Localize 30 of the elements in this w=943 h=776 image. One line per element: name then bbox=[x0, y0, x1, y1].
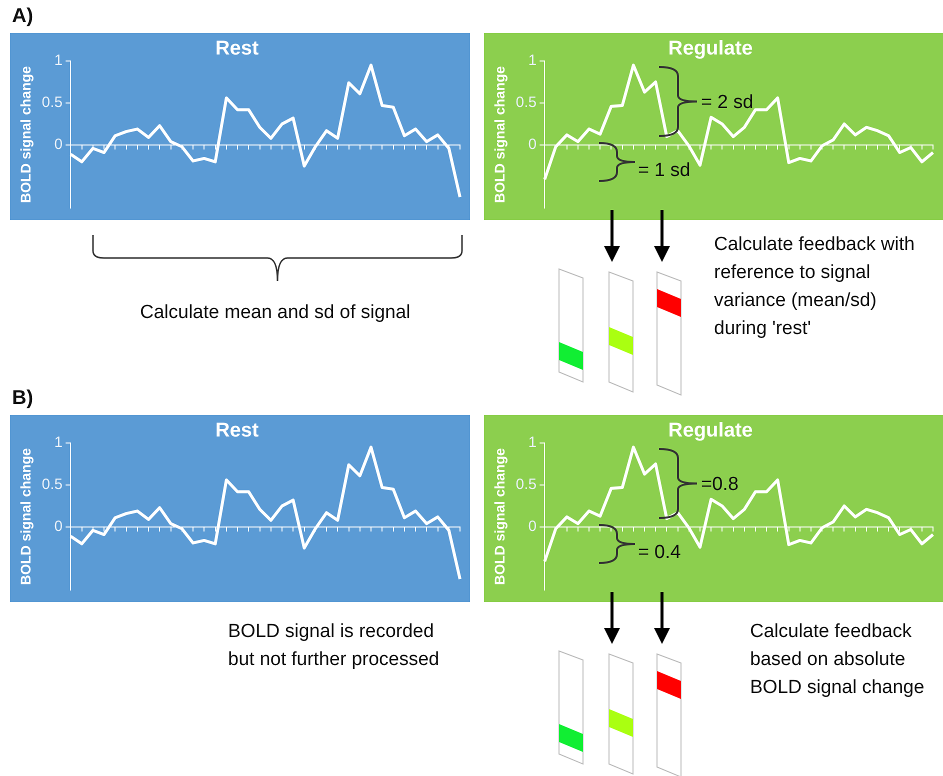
y-tick-label: 0 bbox=[528, 518, 537, 536]
text: B) bbox=[12, 386, 34, 411]
annotation: = 1 sd bbox=[638, 159, 690, 183]
annotation: =0.8 bbox=[701, 473, 739, 497]
y-axis-title: BOLD signal change bbox=[491, 66, 508, 203]
text: Calculate feedback based on absolute BOLD signal change bbox=[750, 620, 926, 700]
y-tick-label: 1 bbox=[528, 52, 537, 70]
annotation: = 2 sd bbox=[701, 91, 754, 115]
chart-title: Rest bbox=[215, 38, 260, 60]
y-tick-label: 0.5 bbox=[516, 476, 537, 494]
y-axis-title: BOLD signal change bbox=[17, 448, 34, 585]
text: A) bbox=[12, 4, 34, 29]
y-tick-label: 0 bbox=[528, 136, 537, 154]
y-axis-title: BOLD signal change bbox=[17, 66, 34, 203]
chart-title: Rest bbox=[215, 420, 260, 442]
y-tick-label: 0.5 bbox=[42, 94, 63, 112]
text: BOLD signal is recorded but not further processed bbox=[228, 620, 440, 672]
annotation: = 0.4 bbox=[638, 541, 681, 565]
y-axis-title: BOLD signal change bbox=[491, 448, 508, 585]
chart-title: Regulate bbox=[668, 38, 753, 60]
y-tick-label: 0.5 bbox=[516, 94, 537, 112]
chart-title: Regulate bbox=[668, 420, 753, 442]
y-tick-label: 1 bbox=[54, 52, 63, 70]
y-tick-label: 1 bbox=[528, 434, 537, 452]
y-tick-label: 1 bbox=[54, 434, 63, 452]
text: Calculate feedback with reference to signal variance (mean/sd) during 'rest' bbox=[714, 233, 916, 341]
y-tick-label: 0 bbox=[54, 518, 63, 536]
y-tick-label: 0 bbox=[54, 136, 63, 154]
y-tick-label: 0.5 bbox=[42, 476, 63, 494]
text: Calculate mean and sd of signal bbox=[140, 301, 412, 325]
